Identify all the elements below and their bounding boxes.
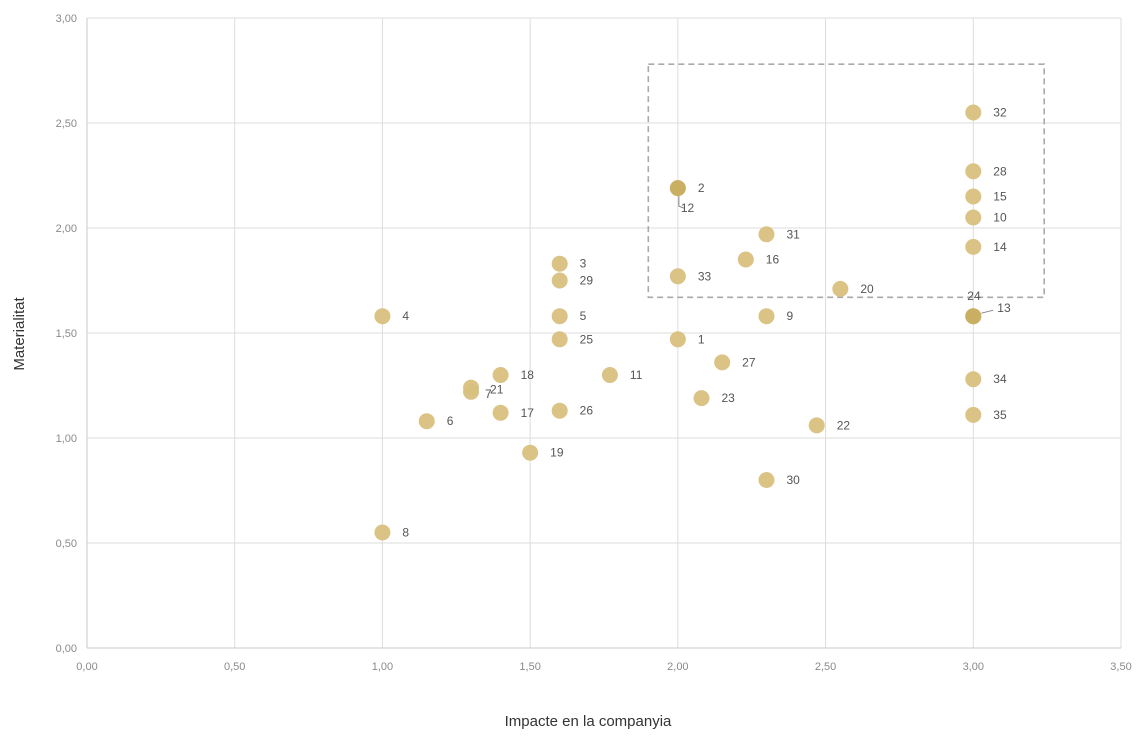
label-connector <box>981 309 994 314</box>
point-label: 11 <box>630 368 643 382</box>
data-point <box>492 367 509 383</box>
data-point <box>669 331 686 348</box>
point-label: 13 <box>997 301 1011 315</box>
x-tick-label: 1,50 <box>519 661 540 673</box>
data-point <box>551 272 568 289</box>
x-axis-title: Impacte en la companyia <box>505 713 672 730</box>
grid <box>87 17 1122 648</box>
point-label: 30 <box>786 473 800 487</box>
data-point <box>965 209 982 226</box>
data-point <box>693 390 710 407</box>
data-point <box>669 180 686 197</box>
point-label: 15 <box>993 190 1007 204</box>
point-label: 32 <box>993 106 1007 120</box>
data-point <box>965 163 982 180</box>
data-point <box>808 417 825 434</box>
data-point <box>551 402 568 419</box>
x-tick-label: 1,00 <box>372 661 393 673</box>
data-point <box>551 308 568 325</box>
data-point <box>714 354 731 371</box>
data-point <box>492 404 509 421</box>
data-point <box>965 371 982 388</box>
point-label: 17 <box>521 406 535 420</box>
data-point <box>965 188 982 205</box>
point-label: 16 <box>766 253 780 267</box>
data-point <box>965 406 982 423</box>
data-point <box>758 226 775 243</box>
y-tick-label: 0,50 <box>56 538 77 550</box>
data-point <box>758 308 775 325</box>
data-points <box>374 104 982 541</box>
data-point <box>374 524 391 541</box>
label-connector <box>678 196 685 209</box>
data-point <box>669 268 686 285</box>
point-label: 18 <box>521 368 535 382</box>
point-label: 4 <box>402 309 409 323</box>
point-label: 8 <box>402 526 409 540</box>
point-label: 20 <box>860 282 874 296</box>
point-label: 1 <box>698 332 705 346</box>
point-label: 2 <box>698 181 705 195</box>
point-label: 22 <box>837 418 851 432</box>
point-label: 6 <box>447 414 454 428</box>
point-label: 3 <box>580 257 587 271</box>
point-label: 33 <box>698 269 712 283</box>
point-label: 7 <box>485 387 492 401</box>
point-label: 5 <box>580 309 587 323</box>
data-point <box>463 379 480 396</box>
point-label: 34 <box>993 372 1007 386</box>
point-label: 14 <box>993 240 1007 254</box>
point-label: 29 <box>580 274 594 288</box>
point-label: 9 <box>786 309 793 323</box>
data-point <box>737 251 754 268</box>
label-connectors <box>678 196 994 314</box>
x-tick-label: 3,50 <box>1110 661 1131 673</box>
x-tick-label: 2,50 <box>815 661 836 673</box>
y-axis-title: Materialitat <box>11 296 28 370</box>
point-label: 26 <box>580 404 594 418</box>
data-point <box>551 255 568 272</box>
data-point <box>758 472 775 488</box>
point-label: 21 <box>490 383 504 397</box>
y-tick-label: 0,00 <box>56 643 77 655</box>
y-tick-label: 2,50 <box>56 118 77 130</box>
data-point <box>601 367 618 383</box>
point-label: 24 <box>967 289 981 303</box>
x-tick-label: 0,00 <box>76 661 97 673</box>
x-tick-label: 3,00 <box>963 661 984 673</box>
data-point <box>965 308 982 325</box>
y-tick-label: 1,50 <box>56 328 77 340</box>
y-tick-labels: 0,00 0,50 1,00 1,50 2,00 2,50 3,00 <box>56 13 77 655</box>
x-tick-label: 0,50 <box>224 661 245 673</box>
y-tick-label: 1,00 <box>56 433 77 445</box>
data-point <box>418 413 435 430</box>
x-tick-label: 2,00 <box>667 661 688 673</box>
point-label: 31 <box>786 227 800 241</box>
point-label: 12 <box>681 201 695 215</box>
y-tick-label: 2,00 <box>56 223 77 235</box>
data-point <box>374 308 391 325</box>
highlight-box <box>647 63 1045 299</box>
data-point <box>965 238 982 255</box>
point-label: 25 <box>580 332 594 346</box>
point-label: 27 <box>742 355 756 369</box>
data-point <box>551 331 568 348</box>
data-point <box>832 280 849 297</box>
data-point <box>965 104 982 121</box>
point-label: 28 <box>993 164 1007 178</box>
data-point <box>522 444 539 461</box>
axes <box>86 18 1121 649</box>
point-label: 23 <box>721 391 735 405</box>
point-label: 19 <box>550 446 564 460</box>
point-label: 10 <box>993 211 1007 225</box>
x-tick-labels: 0,00 0,50 1,00 1,50 2,00 2,50 3,00 3,50 <box>76 661 1131 673</box>
point-label: 35 <box>993 408 1007 422</box>
y-tick-label: 3,00 <box>56 13 77 25</box>
